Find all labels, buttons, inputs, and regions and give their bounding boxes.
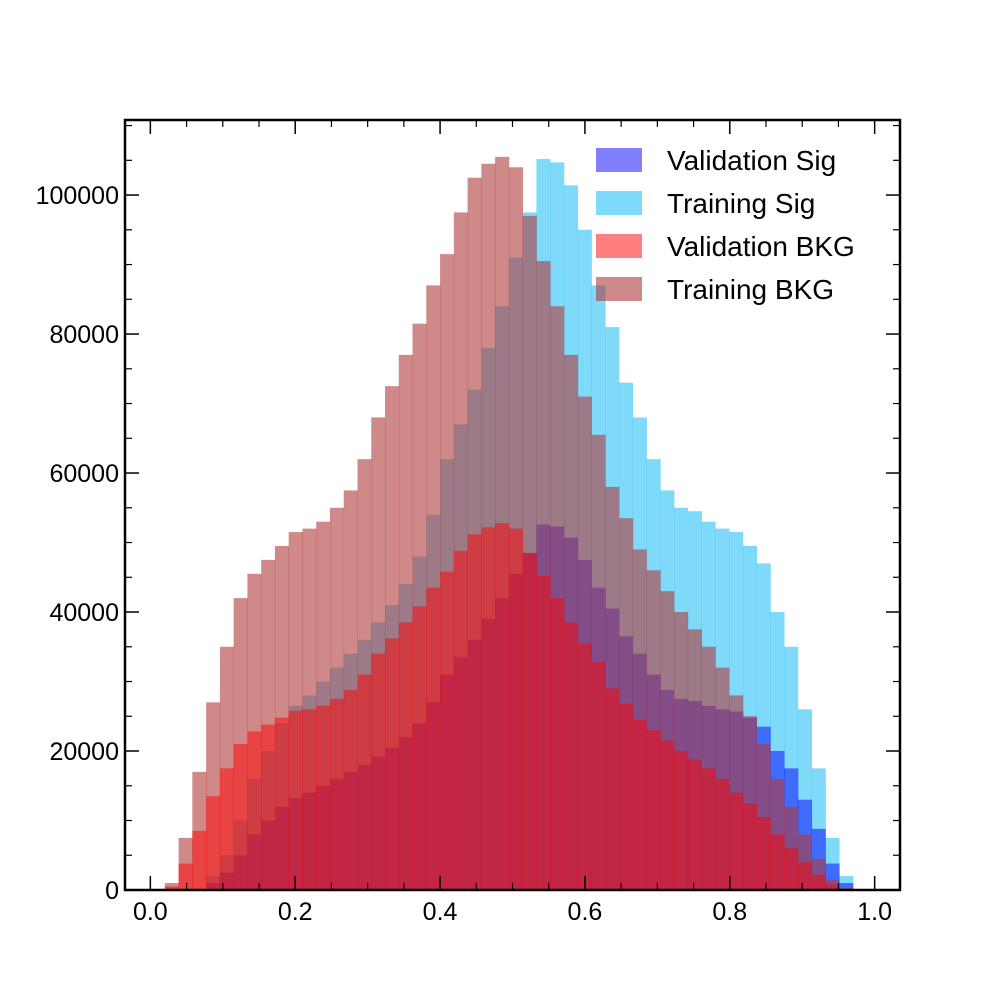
y-tick-label: 0 — [105, 877, 119, 905]
bar-validation-bkg-11 — [316, 705, 331, 890]
legend-label-training-sig: Training Sig — [667, 188, 815, 219]
bar-validation-bkg-29 — [563, 622, 579, 890]
x-tick-label: 1.0 — [857, 898, 892, 926]
bar-validation-bkg-44 — [770, 834, 785, 890]
y-tick-label: 60000 — [49, 460, 119, 488]
bar-validation-bkg-5 — [233, 744, 248, 890]
bar-validation-bkg-48 — [825, 884, 840, 890]
bar-validation-bkg-24 — [495, 523, 510, 890]
bar-validation-bkg-42 — [742, 803, 757, 890]
bar-validation-bkg-26 — [522, 552, 537, 890]
series-validation-bkg — [164, 523, 854, 890]
bar-validation-bkg-30 — [577, 643, 592, 890]
bar-validation-bkg-31 — [591, 662, 606, 890]
legend-swatch-validation-sig — [596, 148, 642, 172]
legend-label-validation-sig: Validation Sig — [667, 145, 836, 176]
bar-validation-bkg-19 — [426, 587, 441, 890]
bar-validation-bkg-46 — [797, 862, 813, 890]
x-tick-label: 0.0 — [133, 898, 168, 926]
bar-validation-bkg-21 — [453, 550, 468, 890]
bar-validation-bkg-25 — [508, 528, 524, 890]
x-axis-ticks: 0.0 0.2 0.4 0.6 0.8 1.0 — [133, 120, 892, 926]
bar-validation-bkg-10 — [302, 709, 317, 890]
bar-validation-bkg-40 — [715, 778, 730, 890]
bar-validation-bkg-15 — [371, 653, 386, 890]
y-tick-label: 40000 — [49, 599, 119, 627]
x-tick-label: 0.8 — [712, 898, 747, 926]
bar-validation-bkg-32 — [605, 688, 620, 890]
x-tick-label: 0.2 — [278, 898, 313, 926]
legend-swatch-validation-bkg — [596, 234, 642, 258]
bar-training-bkg-0 — [164, 883, 179, 890]
plot-frame — [123, 118, 902, 892]
legend-swatch-training-sig — [596, 191, 642, 215]
bar-validation-bkg-0 — [164, 886, 179, 890]
bar-validation-bkg-38 — [687, 759, 702, 890]
histogram-bars — [164, 156, 854, 891]
bar-validation-bkg-22 — [467, 534, 482, 890]
bar-validation-bkg-34 — [632, 719, 647, 890]
bar-validation-bkg-39 — [701, 768, 716, 890]
bar-validation-bkg-3 — [206, 796, 221, 890]
bar-validation-bkg-8 — [274, 717, 290, 890]
y-tick-label: 100000 — [36, 182, 119, 210]
bar-validation-bkg-43 — [756, 817, 771, 890]
bar-validation-bkg-20 — [440, 571, 455, 890]
legend-label-validation-bkg: Validation BKG — [667, 231, 855, 262]
bar-validation-bkg-7 — [261, 724, 276, 890]
bar-validation-sig-49 — [839, 883, 854, 890]
bar-validation-bkg-14 — [357, 674, 372, 890]
bar-validation-bkg-33 — [618, 703, 634, 890]
bar-validation-bkg-45 — [784, 848, 799, 890]
bar-validation-bkg-9 — [288, 710, 303, 890]
x-tick-label: 0.4 — [423, 898, 458, 926]
legend: Validation Sig Training Sig Validation BKG… — [596, 145, 855, 305]
x-tick-label: 0.6 — [568, 898, 603, 926]
bar-validation-bkg-27 — [536, 575, 551, 890]
bar-validation-bkg-47 — [811, 874, 826, 890]
bar-validation-bkg-18 — [412, 606, 427, 890]
y-tick-label: 80000 — [49, 321, 119, 349]
bar-validation-bkg-2 — [192, 830, 207, 890]
bar-validation-bkg-37 — [674, 751, 689, 890]
bar-validation-bkg-16 — [385, 638, 400, 890]
y-axis-ticks: 0 20000 40000 60000 80000 100000 — [36, 124, 900, 905]
bar-validation-bkg-23 — [481, 527, 496, 890]
bar-validation-bkg-36 — [660, 740, 675, 890]
legend-label-training-bkg: Training BKG — [667, 274, 834, 305]
bar-validation-bkg-28 — [550, 598, 565, 890]
bar-validation-bkg-13 — [343, 689, 358, 890]
legend-swatch-training-bkg — [596, 277, 642, 301]
y-tick-label: 20000 — [49, 738, 119, 766]
bar-validation-bkg-41 — [729, 792, 744, 890]
bar-validation-bkg-17 — [398, 622, 413, 890]
bar-validation-bkg-12 — [329, 698, 345, 890]
bar-validation-bkg-6 — [247, 731, 262, 890]
bar-validation-bkg-1 — [178, 863, 193, 890]
bar-validation-bkg-4 — [219, 768, 235, 890]
bar-validation-bkg-35 — [646, 730, 661, 890]
